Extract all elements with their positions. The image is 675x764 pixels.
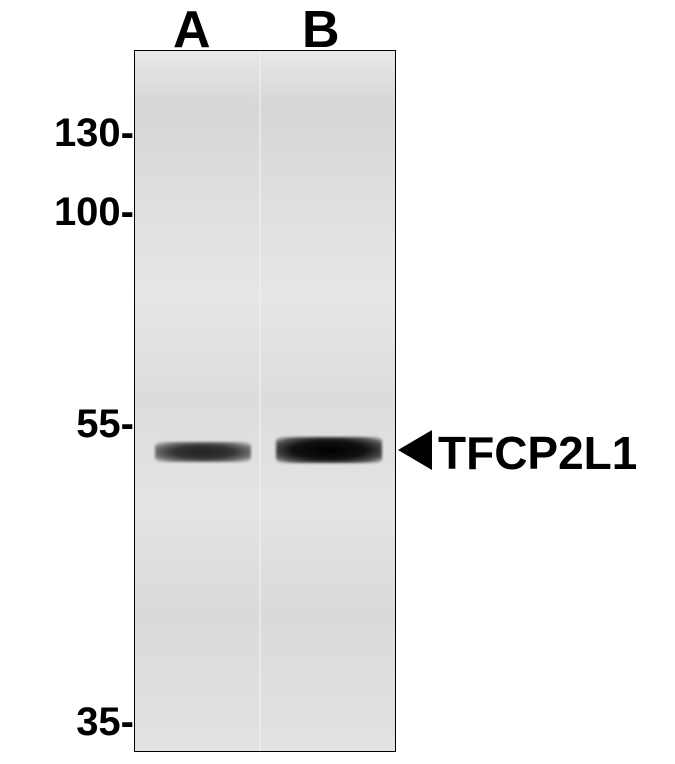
blot-area bbox=[134, 50, 396, 752]
lane-label-a: A bbox=[173, 0, 211, 60]
marker-130: 130- bbox=[54, 111, 134, 156]
lane-divider bbox=[259, 51, 261, 751]
band-lane-b bbox=[276, 437, 382, 463]
marker-55: 55- bbox=[76, 402, 134, 447]
target-label: TFCP2L1 bbox=[438, 426, 637, 480]
marker-100: 100- bbox=[54, 190, 134, 235]
figure-canvas: A B 130- 100- 55- 35- TFCP2L1 bbox=[0, 0, 675, 764]
target-arrow bbox=[398, 430, 432, 470]
marker-35: 35- bbox=[76, 700, 134, 745]
lane-label-b: B bbox=[302, 0, 340, 60]
band-lane-a bbox=[155, 442, 251, 462]
